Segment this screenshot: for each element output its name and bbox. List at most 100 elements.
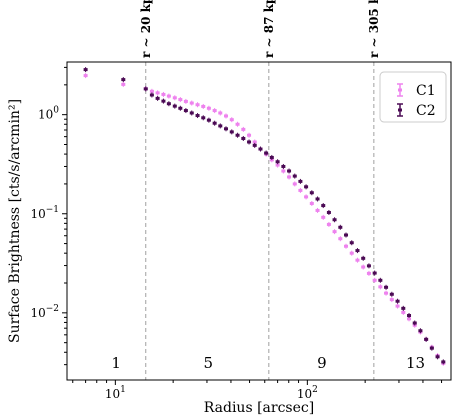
point-c2-11: [195, 114, 200, 118]
point-c1-36: [338, 237, 343, 241]
y-axis-label: Surface Brightness [cts/s/arcmin²]: [7, 99, 23, 343]
point-c1-4: [155, 91, 160, 95]
point-c1-11: [195, 103, 200, 107]
point-c2-40: [361, 256, 366, 260]
point-c2-12: [201, 116, 206, 120]
point-c1-25: [275, 163, 280, 167]
point-c2-39: [355, 249, 360, 253]
point-c1-33: [321, 215, 326, 219]
point-c2-9: [183, 109, 188, 113]
point-c2-51: [424, 337, 429, 341]
point-c2-5: [161, 99, 166, 103]
region-label-1: 5: [204, 354, 214, 372]
point-c1-8: [178, 98, 183, 102]
point-c1-0: [83, 74, 88, 78]
region-label-2: 9: [317, 354, 327, 372]
point-c1-34: [326, 222, 331, 226]
point-c2-22: [258, 147, 263, 151]
point-c2-17: [229, 130, 234, 134]
y-tick-exp-2: −2: [46, 304, 59, 314]
vline-label-0: r ~ 20 kpc: [139, 0, 153, 58]
plot-layer: r ~ 20 kpc r ~ 87 kpc r ~ 305 kpc 1 5 9 13: [83, 0, 446, 380]
point-c2-32: [315, 197, 320, 201]
point-c2-41: [366, 264, 371, 268]
point-c1-35: [332, 230, 337, 234]
point-c2-3: [149, 93, 154, 97]
point-c1-10: [189, 101, 194, 105]
y-tick-exp-0: 0: [53, 106, 59, 116]
point-c1-13: [206, 106, 211, 110]
point-c1-46: [395, 304, 400, 308]
point-c1-5: [161, 92, 166, 96]
point-c2-15: [218, 124, 223, 128]
y-tick-label-2: 10−2: [30, 304, 59, 320]
x-tick-exp-0: 1: [120, 385, 126, 395]
point-c2-14: [212, 121, 217, 125]
point-c1-44: [384, 291, 389, 295]
point-c1-18: [235, 122, 240, 126]
region-label-3: 13: [406, 354, 425, 372]
point-c2-4: [155, 96, 160, 100]
point-c2-20: [247, 140, 252, 144]
point-c2-36: [338, 225, 343, 229]
point-c1-15: [218, 111, 223, 115]
x-axis-label: Radius [arcsec]: [204, 400, 314, 416]
point-c2-27: [287, 169, 292, 173]
legend-box: [379, 71, 447, 123]
point-c1-14: [212, 109, 217, 113]
point-c1-40: [361, 265, 366, 269]
point-c1-21: [252, 140, 257, 144]
point-c2-34: [326, 210, 331, 214]
point-c2-48: [407, 314, 412, 318]
point-c2-42: [372, 271, 377, 275]
point-c2-49: [412, 321, 417, 325]
y-tick-base-2: 10: [30, 306, 45, 320]
point-c2-33: [321, 204, 326, 208]
point-c1-3: [149, 89, 154, 93]
point-c1-37: [344, 244, 349, 248]
legend-label-c2: C2: [416, 103, 436, 119]
point-c1-16: [224, 114, 229, 118]
point-c2-6: [166, 102, 171, 106]
point-c2-16: [224, 127, 229, 131]
x-tick-label-0: 101: [105, 385, 126, 401]
point-c1-27: [287, 175, 292, 179]
point-c2-28: [292, 174, 297, 178]
y-tick-base-1: 10: [30, 207, 45, 221]
y-tick-exp-1: −1: [46, 205, 59, 215]
point-c2-44: [384, 285, 389, 289]
point-c1-31: [309, 201, 314, 205]
point-c2-53: [435, 355, 440, 359]
vline-label-1: r ~ 87 kpc: [262, 0, 276, 58]
y-tick-label-1: 10−1: [30, 205, 59, 221]
point-c1-45: [389, 298, 394, 302]
point-c1-17: [229, 118, 234, 122]
point-c1-26: [281, 169, 286, 173]
point-c1-28: [292, 182, 297, 186]
point-c2-1: [121, 78, 126, 82]
point-c1-48: [407, 317, 412, 321]
point-c1-41: [366, 271, 371, 275]
point-c1-1: [121, 82, 126, 86]
point-c1-38: [349, 251, 354, 255]
point-c2-24: [269, 155, 274, 159]
legend-marker-c2: [398, 108, 402, 112]
point-c2-43: [378, 278, 383, 282]
point-c2-0: [83, 68, 88, 72]
legend-label-c1: C1: [416, 83, 436, 99]
point-c2-31: [309, 191, 314, 195]
plot-frame: [66, 61, 452, 381]
point-c2-37: [344, 233, 349, 237]
point-c2-7: [172, 104, 177, 108]
point-c1-30: [304, 195, 309, 199]
point-c2-47: [401, 306, 406, 310]
point-c2-46: [395, 299, 400, 303]
x-tick-label-1: 102: [297, 385, 318, 401]
point-c2-25: [275, 160, 280, 164]
point-c2-50: [418, 329, 423, 333]
point-c1-29: [298, 188, 303, 192]
point-c1-39: [355, 258, 360, 262]
point-c2-19: [241, 136, 246, 140]
point-c2-26: [281, 164, 286, 168]
